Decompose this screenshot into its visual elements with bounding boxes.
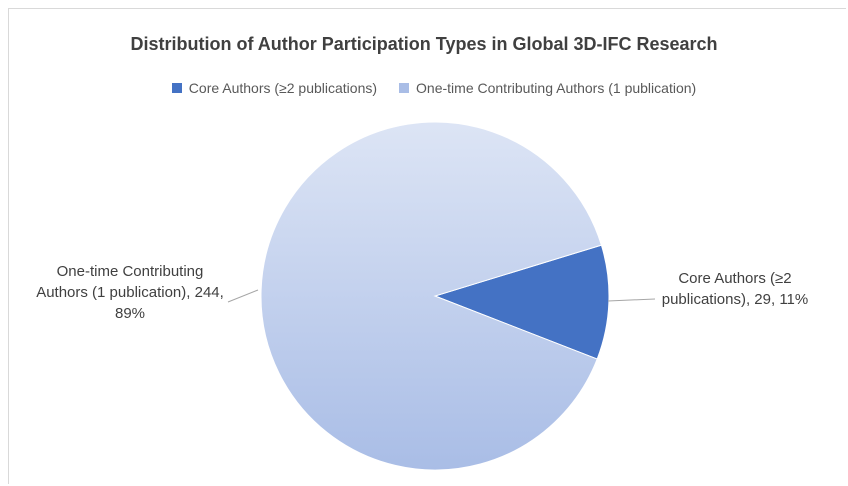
pie-slice bbox=[433, 244, 610, 360]
chart-title: Distribution of Author Participation Typ… bbox=[130, 34, 718, 54]
pie-slice bbox=[260, 121, 603, 471]
legend-label: Core Authors (≥2 publications) bbox=[188, 80, 378, 96]
legend-item: One-time Contributing Authors (1 publica… bbox=[399, 80, 696, 96]
legend-swatch bbox=[399, 83, 410, 93]
legend-swatch bbox=[171, 83, 182, 93]
chart-frame bbox=[8, 8, 846, 484]
legend-item: Core Authors (≥2 publications) bbox=[171, 80, 378, 96]
legend: Core Authors (≥2 publications) One-time C… bbox=[0, 80, 848, 96]
leader-line bbox=[227, 289, 259, 303]
data-label: One-time Contributing Authors (1 publica… bbox=[36, 263, 224, 322]
data-label: Core Authors (≥2 publications), 29, 11% bbox=[661, 270, 809, 308]
legend-label: One-time Contributing Authors (1 publica… bbox=[416, 80, 697, 96]
leader-line bbox=[607, 298, 656, 302]
